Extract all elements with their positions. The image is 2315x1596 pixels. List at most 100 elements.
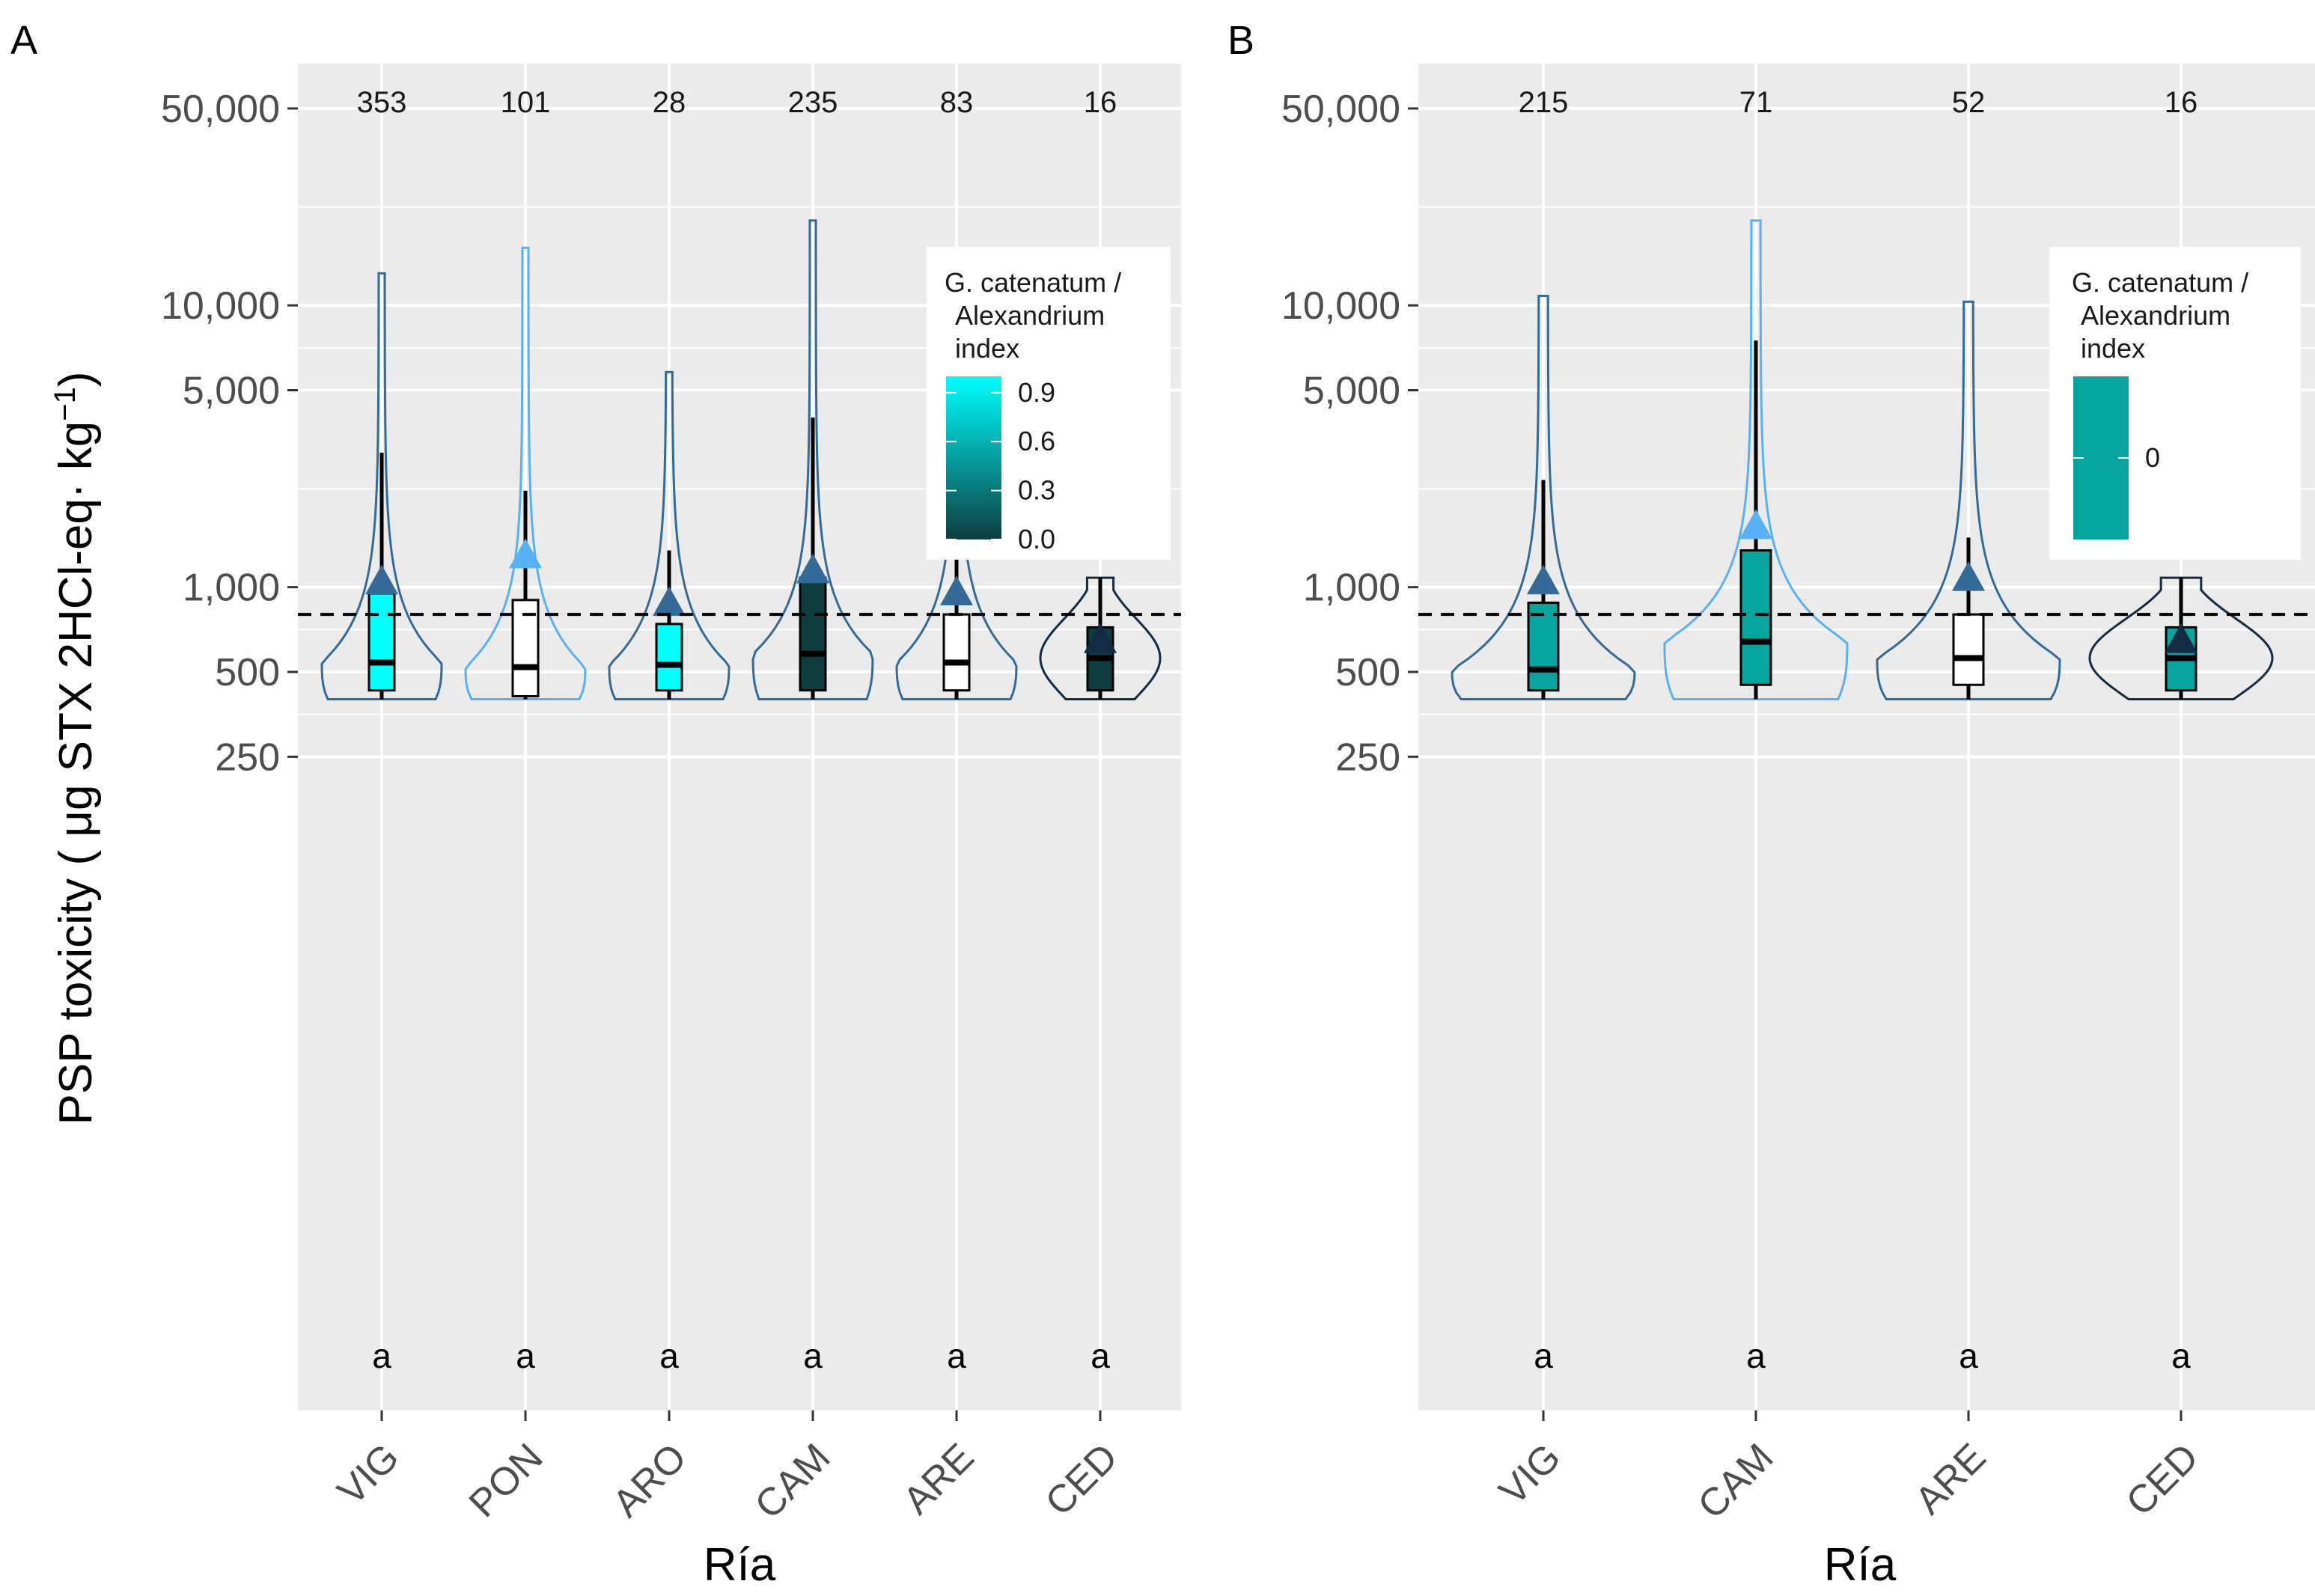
significance-label: a [2171, 1336, 2191, 1375]
legend-tick-label: 0.9 [1018, 377, 1055, 408]
violin-pon [464, 246, 587, 701]
significance-label: a [1746, 1336, 1766, 1375]
y-axis-title-main: PSP toxicity ( μg STX 2HCl-eq· kg [50, 421, 102, 1125]
x-tick-label: PON [461, 1435, 552, 1526]
category-group-are: 83 a [895, 86, 1018, 1375]
box-cam [799, 576, 827, 692]
x-tick-label: CAM [1690, 1435, 1782, 1527]
x-tick-label: CED [1037, 1435, 1126, 1524]
y-tick-label: 10,000 [1281, 284, 1400, 328]
category-group-vig: 215 a [1451, 86, 1636, 1375]
violin-are [1876, 300, 2061, 701]
x-tick-label: ARE [895, 1435, 983, 1523]
x-tick-label: VIG [329, 1435, 407, 1513]
count-label: 101 [501, 86, 551, 119]
count-label: 353 [357, 86, 407, 119]
significance-label: a [1091, 1336, 1110, 1375]
x-tick-label: ARO [605, 1435, 695, 1526]
significance-label: a [372, 1336, 391, 1375]
count-label: 16 [2165, 86, 2198, 119]
count-label: 83 [940, 86, 974, 119]
mean-marker [509, 538, 542, 569]
panel-b-y-axis: 250 500 1,000 5,000 10,000 50,000 [1281, 88, 1418, 779]
panel-b-x-axis-title: Ría [1824, 1539, 1897, 1591]
panel-a-x-axis-title: Ría [704, 1539, 776, 1591]
panel-b-x-axis: VIG CAM ARE CED [1491, 1410, 2206, 1527]
box-are [942, 613, 971, 692]
x-tick-label: CED [2118, 1435, 2207, 1524]
panel-b-marks: 215 a 71 a 52 a 16 a [1418, 86, 2315, 1375]
mean-marker [1952, 561, 1985, 591]
mean-marker [1739, 509, 1772, 539]
category-group-cam: 71 a [1663, 86, 1849, 1375]
mean-marker [2165, 623, 2197, 653]
y-tick-label: 1,000 [183, 566, 280, 610]
significance-label: a [803, 1336, 823, 1375]
legend-title-line-2: Alexandrium [955, 300, 1105, 331]
mean-marker [796, 553, 829, 584]
category-group-cam: 235 a [751, 86, 874, 1375]
panel-a-legend: G. catenatum / Alexandrium index 0.90.60… [927, 247, 1171, 560]
count-label: 235 [788, 86, 838, 119]
legend-tick-label: 0 [2145, 442, 2160, 473]
mean-marker [365, 564, 398, 595]
panel-a-x-axis: VIG PON ARO CAM ARE CED [329, 1410, 1126, 1527]
significance-label: a [1534, 1336, 1553, 1375]
significance-label: a [516, 1336, 535, 1375]
panel-a-letter: A [10, 18, 37, 63]
category-group-ced: 16 a [1039, 86, 1162, 1375]
count-label: 16 [1084, 86, 1117, 119]
violin-cam [1663, 219, 1849, 701]
legend-title-line-3: index [955, 333, 1019, 364]
legend-colorbar [946, 376, 1001, 539]
box-pon [511, 599, 540, 697]
y-tick-label: 250 [215, 736, 280, 779]
count-label: 215 [1519, 86, 1569, 119]
y-tick-label: 50,000 [1281, 88, 1400, 131]
count-label: 28 [653, 86, 686, 119]
mean-marker [1527, 564, 1560, 595]
y-axis-title: PSP toxicity ( μg STX 2HCl-eq· kg−1) [49, 371, 102, 1125]
y-tick-label: 10,000 [161, 284, 280, 328]
y-tick-label: 5,000 [1303, 369, 1400, 412]
legend-title-line-1: G. catenatum / [2072, 267, 2248, 298]
category-group-vig: 353 a [320, 86, 443, 1375]
legend-title-line-2: Alexandrium [2081, 300, 2230, 331]
category-group-pon: 101 a [464, 86, 587, 1375]
y-tick-label: 5,000 [183, 369, 280, 412]
violin-vig [1451, 295, 1636, 701]
legend-title-line-3: index [2081, 333, 2145, 364]
y-tick-label: 250 [1335, 736, 1400, 779]
count-label: 52 [1952, 86, 1986, 119]
legend-tick-label: 0.0 [1018, 524, 1055, 554]
box-aro [655, 623, 683, 692]
y-tick-label: 1,000 [1303, 566, 1400, 610]
count-label: 71 [1739, 86, 1773, 119]
significance-label: a [1959, 1336, 1978, 1375]
significance-label: a [659, 1336, 679, 1375]
legend-tick-label: 0.6 [1018, 426, 1055, 456]
y-tick-label: 500 [1335, 651, 1400, 694]
violin-vig [320, 272, 443, 701]
panel-b-letter: B [1227, 18, 1254, 63]
box-cam [1739, 549, 1772, 686]
violin-aro [608, 370, 731, 701]
x-tick-label: CAM [747, 1435, 839, 1527]
category-group-are: 52 a [1876, 86, 2061, 1375]
y-axis-title-close: ) [50, 371, 102, 387]
box-are [1952, 613, 1985, 686]
y-tick-label: 50,000 [161, 88, 280, 131]
panel-b-legend: G. catenatum / Alexandrium index 0 [2049, 247, 2301, 560]
legend-tick-label: 0.3 [1018, 475, 1055, 506]
mean-marker [653, 586, 686, 617]
legend-ticks: 0.9 0.6 0.3 0.0 [946, 377, 1055, 554]
violin-cam [751, 219, 874, 701]
y-tick-label: 500 [215, 651, 280, 694]
panel-a-marks: 353 a 101 a 28 a 235 a 83 a 16 a [298, 86, 1181, 1375]
significance-label: a [947, 1336, 966, 1375]
x-tick-label: ARE [1907, 1435, 1995, 1523]
x-tick-label: VIG [1491, 1435, 1569, 1513]
